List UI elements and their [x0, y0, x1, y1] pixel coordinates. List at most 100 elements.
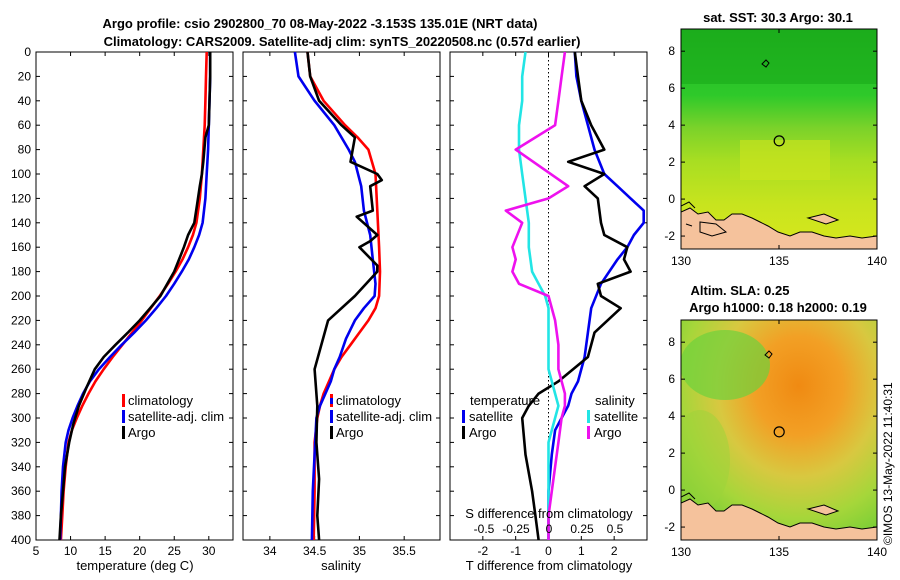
lat-tick-label: 0	[668, 192, 675, 206]
depth-tick-label: 200	[11, 289, 31, 303]
depth-tick-label: 100	[11, 167, 31, 181]
series-line-satellite-t	[547, 51, 646, 540]
salinity-profile-panel: 34 34.5 35 35.5 salinity climatology satell…	[242, 51, 441, 573]
s-tick-label: 0.5	[607, 522, 624, 536]
imos-timestamp: ©IMOS 13-May-2022 11:40:31	[881, 382, 895, 545]
x-tick-label: 35.5	[393, 544, 417, 558]
depth-tick-label: 220	[11, 313, 31, 327]
legend-sat-s: satellite	[594, 409, 638, 424]
difference-legend-temperature: temperature satellite Argo	[462, 393, 540, 440]
sst-lon-axis: 130 135 140	[671, 29, 887, 268]
t-difference-xlabel: T difference from climatology	[466, 558, 633, 573]
depth-tick-label: 160	[11, 240, 31, 254]
reef-outline	[681, 350, 773, 500]
legend-swatch-satellite	[122, 410, 125, 423]
sla-lon-axis: 130 135 140	[671, 320, 887, 559]
x-tick-label: 5	[33, 544, 40, 558]
difference-profile-panel: -2 -1 0 1 2 S difference from climatology -0…	[449, 51, 648, 573]
legend-swatch-sat-s	[587, 410, 590, 423]
x-tick-label: 35	[353, 544, 367, 558]
x-tick-label: -1	[510, 544, 521, 558]
reef-outline	[681, 59, 770, 227]
figure-title-line1: Argo profile: csio 2902800_70 08-May-202…	[103, 16, 538, 31]
series-line-satellite-s	[517, 51, 560, 540]
lat-tick-label: 8	[668, 44, 675, 58]
legend-satellite: satellite-adj. clim	[336, 409, 432, 424]
figure-title-line2: Climatology: CARS2009. Satellite-adj cli…	[104, 34, 581, 49]
sla-map-panel: Altim. SLA: 0.25 Argo h1000: 0.18 h2000:…	[664, 283, 887, 559]
temperature-profile-panel: 0 20 40 60 80 100 120 140 160 180 200 220 240 260 280 3…	[11, 45, 234, 573]
salinity-x-axis: 34 34.5 35 35.5	[263, 52, 416, 558]
depth-tick-label: 20	[18, 69, 32, 83]
s-tick-label: 0.25	[570, 522, 594, 536]
legend-argo: Argo	[336, 425, 363, 440]
legend-swatch-argo	[330, 426, 333, 439]
legend-argo-s: Argo	[594, 425, 621, 440]
temperature-xlabel: temperature (deg C)	[76, 558, 193, 573]
series-line-argo-t	[520, 51, 632, 541]
sla-low-patch	[681, 330, 770, 400]
sst-map-title: sat. SST: 30.3 Argo: 30.1	[703, 10, 853, 25]
lon-tick-label: 130	[671, 254, 691, 268]
legend-climatology: climatology	[128, 393, 194, 408]
legend-swatch-climatology-blue	[330, 398, 333, 404]
land-bird-head	[699, 221, 728, 237]
x-tick-label: 20	[133, 544, 147, 558]
temperature-series	[58, 51, 212, 541]
depth-tick-label: 320	[11, 435, 31, 449]
legend-swatch-argo-s	[587, 426, 590, 439]
depth-tick-label: 300	[11, 411, 31, 425]
depth-tick-label: 60	[18, 118, 32, 132]
land-new-guinea	[681, 207, 877, 249]
lon-tick-label: 135	[769, 545, 789, 559]
sst-map-panel: sat. SST: 30.3 Argo: 30.1 -2 0 2 4 6 8 130 135…	[664, 10, 887, 268]
legend-climatology: climatology	[336, 393, 402, 408]
sla-map-title: Altim. SLA: 0.25	[691, 283, 790, 298]
depth-tick-label: 340	[11, 460, 31, 474]
lat-tick-label: -2	[664, 520, 675, 534]
lat-tick-label: 2	[668, 446, 675, 460]
s-tick-label: -0.25	[502, 522, 530, 536]
land-new-guinea	[681, 498, 877, 540]
x-tick-label: 34	[263, 544, 277, 558]
legend-swatch-argo-t	[462, 426, 465, 439]
s-tick-label: 0	[546, 522, 553, 536]
lat-tick-label: 6	[668, 372, 675, 386]
depth-tick-label: 120	[11, 191, 31, 205]
sla-low-patch2	[681, 410, 730, 510]
x-tick-label: 15	[98, 544, 112, 558]
t-difference-axis: -2 -1 0 1 2	[477, 52, 618, 558]
series-line-argo	[306, 51, 384, 541]
lon-tick-label: 140	[867, 545, 887, 559]
lat-tick-label: 0	[668, 483, 675, 497]
legend-argo: Argo	[128, 425, 155, 440]
s-tick-label: -0.5	[474, 522, 495, 536]
argo-float-marker	[773, 426, 785, 438]
depth-tick-label: 140	[11, 216, 31, 230]
temperature-legend: climatology satellite-adj. clim Argo	[122, 393, 224, 440]
sst-lat-axis: -2 0 2 4 6 8	[664, 44, 877, 243]
depth-tick-label: 80	[18, 143, 32, 157]
x-tick-label: 0	[545, 544, 552, 558]
s-difference-label: S difference from climatology	[465, 506, 633, 521]
lon-tick-label: 140	[867, 254, 887, 268]
depth-tick-label: 380	[11, 509, 31, 523]
island-biak	[806, 213, 840, 225]
x-tick-label: 2	[611, 544, 618, 558]
legend-swatch-climatology	[122, 394, 125, 407]
x-tick-label: 30	[202, 544, 216, 558]
legend-swatch-argo	[122, 426, 125, 439]
sla-lat-axis: -2 0 2 4 6 8	[664, 335, 877, 534]
series-line-satellite	[58, 52, 212, 541]
difference-depth-ticks	[450, 51, 647, 541]
s-difference-ticks: -0.5 -0.25 0 0.25 0.5	[474, 522, 624, 536]
difference-series	[504, 51, 646, 541]
x-tick-label: 34.5	[303, 544, 327, 558]
legend-sat-t: satellite	[469, 409, 513, 424]
temperature-x-axis: 5 10 15 20 25 30	[33, 52, 216, 558]
lat-tick-label: 4	[668, 118, 675, 132]
legend-satellite: satellite-adj. clim	[128, 409, 224, 424]
salinity-depth-ticks	[243, 51, 440, 541]
salinity-legend: climatology satellite-adj. clim Argo	[330, 393, 432, 440]
